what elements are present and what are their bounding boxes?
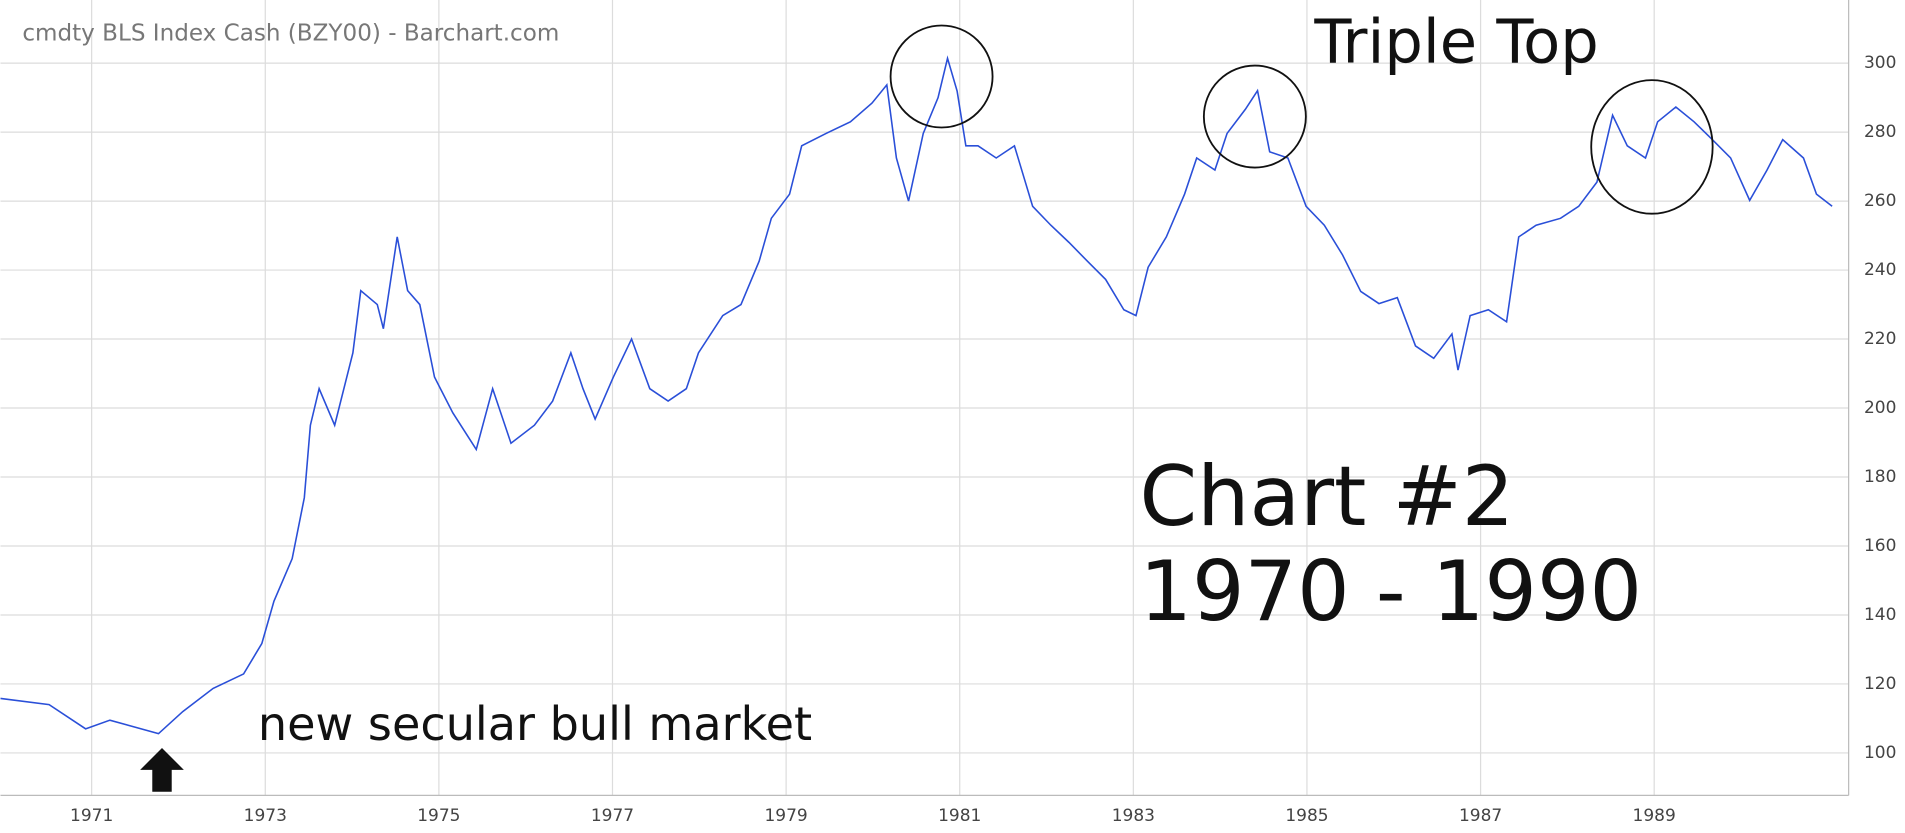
annotation: 1970 - 1990: [1140, 544, 1643, 640]
y-tick-label: 200: [1864, 398, 1896, 418]
y-tick-label: 300: [1864, 53, 1896, 73]
x-tick-label: 1983: [1112, 806, 1155, 826]
price-line: [0, 55, 1833, 735]
chart-title: cmdty BLS Index Cash (BZY00) - Barchart.…: [22, 21, 559, 47]
x-tick-label: 1973: [244, 806, 287, 826]
annotation: Triple Top: [1313, 8, 1598, 78]
x-tick-label: 1979: [764, 806, 807, 826]
y-tick-label: 180: [1864, 467, 1896, 487]
y-tick-label: 220: [1864, 329, 1896, 349]
x-tick-label: 1981: [938, 806, 981, 826]
annotation: Chart #2: [1140, 449, 1515, 545]
y-tick-label: 100: [1864, 743, 1896, 763]
y-tick-label: 260: [1864, 191, 1896, 211]
arrow: [140, 748, 184, 792]
x-tick-label: 1975: [417, 806, 460, 826]
highlight-circle: [1590, 79, 1714, 215]
x-tick-label: 1977: [591, 806, 634, 826]
x-tick-label: 1985: [1285, 806, 1328, 826]
y-tick-label: 140: [1864, 605, 1896, 625]
x-tick-label: 1989: [1633, 806, 1676, 826]
y-tick-label: 120: [1864, 674, 1896, 694]
grid: [0, 0, 1849, 796]
highlight-circle: [1202, 64, 1307, 169]
x-tick-label: 1971: [70, 806, 113, 826]
x-tick-label: 1987: [1459, 806, 1502, 826]
highlight-circle: [889, 24, 994, 129]
annotation: new secular bull market: [258, 697, 812, 751]
y-tick-label: 160: [1864, 536, 1896, 556]
plot: [0, 55, 1833, 735]
y-tick-label: 280: [1864, 122, 1896, 142]
y-tick-label: 240: [1864, 260, 1896, 280]
